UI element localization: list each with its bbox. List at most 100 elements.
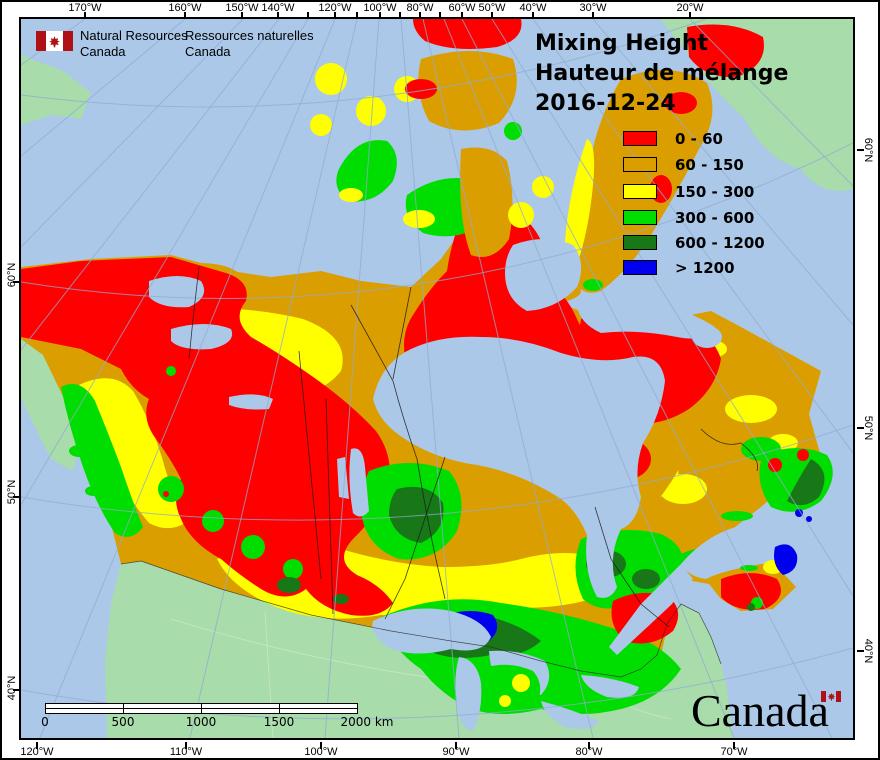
axis-label-top: 60°W [448,2,476,14]
scale-bar [45,703,358,714]
axis-tick [419,12,421,19]
axis-label-top: 150°W [225,2,259,14]
axis-label-bottom: 80°W [575,746,603,758]
map-title-en: Mixing Height [535,31,709,56]
axis-tick [588,742,590,749]
water-bodies [149,239,806,731]
scale-label: 500 [111,715,135,729]
axis-tick [532,12,534,19]
axis-tick [241,12,243,19]
legend-swatch-60-150 [623,157,657,172]
axis-tick [857,149,864,151]
axis-label-top: 120°W [318,2,352,14]
nrcan-flag-icon [36,31,73,51]
legend-row: 600 - 1200 [623,233,765,252]
legend-label: 600 - 1200 [675,233,765,252]
legend-label: 0 - 60 [675,129,723,148]
axis-tick [334,12,336,19]
axis-label-left: 40°N [6,675,18,701]
scale-label: 1500 [263,715,295,729]
axis-label-top: 170°W [68,2,102,14]
legend-row: 300 - 600 [623,208,755,227]
axis-label-top: 50°W [478,2,506,14]
axis-tick [857,650,864,652]
maple-leaf-icon [827,692,835,701]
legend-swatch-300-600 [623,210,657,225]
scale-label: 1000 [185,715,217,729]
axis-label-left: 60°N [6,262,18,288]
map-title-date: 2016-12-24 [535,91,676,116]
axis-tick [185,742,187,749]
scale-segment [280,704,357,713]
legend-swatch-600-1200 [623,235,657,250]
axis-label-left: 50°N [6,479,18,505]
scale-segment [202,704,280,713]
axis-tick [307,12,309,19]
axis-tick [455,742,457,749]
dept-name-en: Natural Resources Canada [80,28,188,60]
axis-tick [184,12,186,19]
maple-leaf-icon [49,35,60,47]
axis-tick [13,281,20,283]
flag-left-band [36,31,46,51]
axis-tick [277,12,279,19]
axis-label-bottom: 100°W [304,746,338,758]
map-frame: Natural Resources Canada Ressources natu… [19,17,855,740]
axis-tick [439,12,441,19]
axis-tick [356,12,358,19]
flag-right-band [836,691,841,702]
canada-wordmark: Canada [691,685,829,736]
flag-right-band [63,31,73,51]
axis-tick [491,12,493,19]
legend-label: > 1200 [675,258,735,277]
axis-tick [13,689,20,691]
scale-segment [46,704,124,713]
legend-label: 150 - 300 [675,182,755,201]
axis-tick [84,12,86,19]
dept-name-fr: Ressources naturelles Canada [185,28,314,60]
axis-tick [320,742,322,749]
legend-label: 300 - 600 [675,208,755,227]
scale-label-end: 2000 km [340,715,394,729]
axis-label-bottom: 90°W [442,746,470,758]
atlantic-islands [486,448,833,713]
axis-tick [689,12,691,19]
axis-label-bottom: 110°W [169,746,203,758]
dept-fr-line1: Ressources naturelles [185,28,314,43]
map-title-fr: Hauteur de mélange [535,61,789,86]
dept-en-line2: Canada [80,44,126,59]
axis-label-top: 80°W [406,2,434,14]
axis-tick [399,12,401,19]
flag-center [46,31,63,51]
scale-segment [124,704,202,713]
axis-tick [13,496,20,498]
canada-map-canvas [21,19,853,738]
axis-label-bottom: 70°W [720,746,748,758]
flag-left-band [821,691,826,702]
axis-tick [592,12,594,19]
legend-label: 60 - 150 [675,155,744,174]
legend-swatch-0-60 [623,131,657,146]
scale-label: 0 [41,715,49,729]
graticule [21,19,853,738]
legend-swatch-gt-1200 [623,260,657,275]
dept-en-line1: Natural Resources [80,28,188,43]
map-title: Mixing Height Hauteur de mélange 2016-12… [535,29,788,119]
axis-tick [857,427,864,429]
axis-label-top: 100°W [363,2,397,14]
dept-fr-line2: Canada [185,44,231,59]
legend-swatch-150-300 [623,184,657,199]
axis-label-top: 40°W [519,2,547,14]
wordmark-flag-icon [821,691,841,702]
axis-label-top: 20°W [676,2,704,14]
axis-label-top: 140°W [261,2,295,14]
legend-row: 60 - 150 [623,155,744,174]
arctic-islands [310,19,764,293]
axis-label-top: 160°W [168,2,202,14]
axis-label-bottom: 120°W [20,746,54,758]
axis-label-top: 30°W [579,2,607,14]
legend-row: 0 - 60 [623,129,723,148]
axis-tick [36,742,38,749]
axis-tick [733,742,735,749]
